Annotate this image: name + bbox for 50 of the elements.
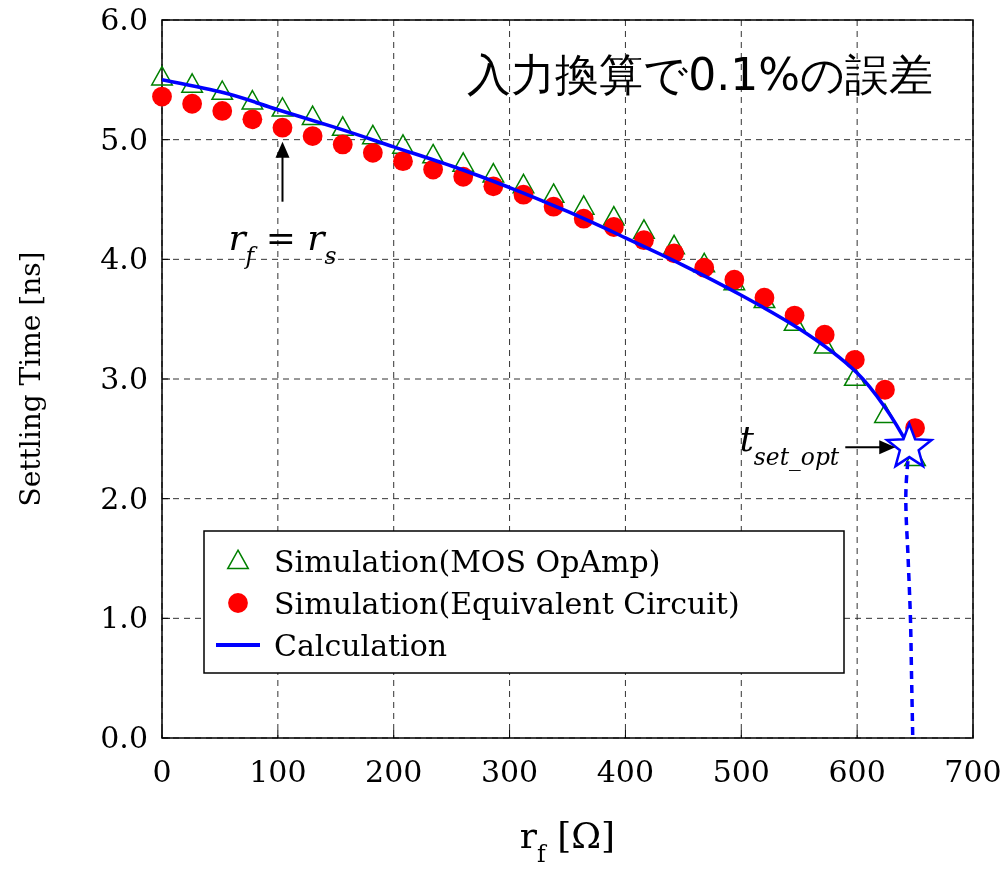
point xyxy=(272,117,293,138)
point xyxy=(211,80,234,101)
point xyxy=(362,142,383,163)
point xyxy=(814,324,835,345)
y-tick-label: 5.0 xyxy=(100,121,148,157)
x-tick-label: 500 xyxy=(712,754,770,789)
x-tick-label: 200 xyxy=(365,754,423,789)
y-tick-label: 4.0 xyxy=(100,241,148,277)
point xyxy=(883,420,935,469)
point xyxy=(391,134,414,154)
point xyxy=(241,89,264,110)
point xyxy=(302,126,323,146)
x-tick-label: 100 xyxy=(249,754,307,789)
point xyxy=(361,124,384,145)
point xyxy=(332,134,353,155)
point xyxy=(632,219,655,239)
point xyxy=(152,86,172,107)
y-axis-title: Settling Time [ns] xyxy=(14,251,47,507)
y-tick-label: 2.0 xyxy=(100,480,148,516)
text: 入力換算で0.1%の誤差 xyxy=(467,49,933,100)
x-tick-label: 700 xyxy=(944,754,1002,789)
point xyxy=(423,159,444,180)
point xyxy=(242,109,263,130)
legend-label: Simulation(Equivalent Circuit) xyxy=(274,586,740,621)
point xyxy=(182,93,203,114)
point xyxy=(212,101,233,121)
y-tick-label: 6.0 xyxy=(100,2,148,37)
y-tick-label: 3.0 xyxy=(100,361,148,396)
x-tick-label: 600 xyxy=(828,754,886,789)
annotation: t$_{set_opt}$ xyxy=(739,418,840,472)
y-tick-label: 0.0 xyxy=(100,720,148,755)
point xyxy=(422,143,445,164)
point xyxy=(150,65,174,86)
point xyxy=(331,116,354,137)
point xyxy=(572,195,595,215)
x-tick-label: 300 xyxy=(480,754,539,789)
point xyxy=(271,97,294,117)
y-tick-label: 1.0 xyxy=(100,600,148,636)
annotation: r$_{f}$ = r$_{s}$ xyxy=(228,216,337,270)
point xyxy=(602,205,625,226)
legend-label: Calculation xyxy=(274,628,448,663)
legend-label: Simulation(MOS OpAmp) xyxy=(274,544,661,579)
x-tick-label: 400 xyxy=(596,754,655,789)
x-tick-label: 0 xyxy=(152,754,172,789)
point xyxy=(181,73,204,93)
point xyxy=(663,234,686,255)
point xyxy=(393,151,413,172)
point xyxy=(301,105,324,126)
x-axis-title: r$_{f}$ [Ω] xyxy=(519,815,616,868)
point xyxy=(875,379,895,400)
